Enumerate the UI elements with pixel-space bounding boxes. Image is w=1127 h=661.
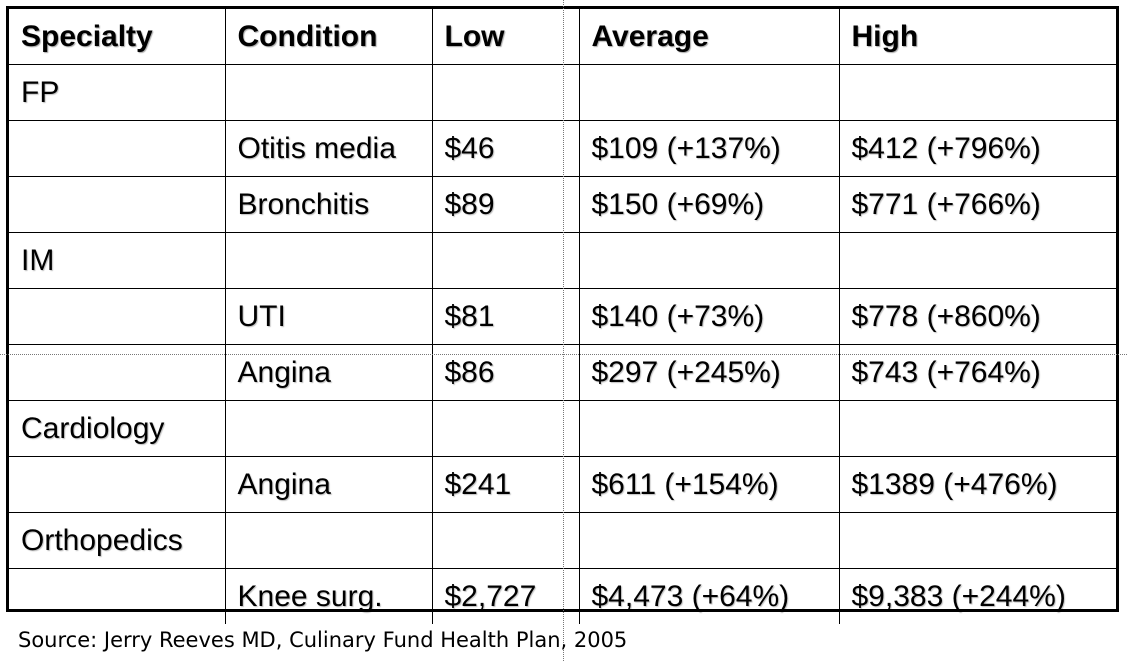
cell-average [578, 512, 840, 569]
cell-average: $109 (+137%) [578, 120, 840, 177]
cell-high [838, 64, 1116, 121]
cell-low: $86 [431, 344, 580, 401]
cell-high [838, 400, 1116, 457]
cell-specialty [9, 288, 226, 345]
cell-condition: Angina [224, 456, 433, 513]
cell-specialty [9, 344, 226, 401]
cell-condition: Knee surg. [224, 568, 433, 624]
cell-specialty [9, 120, 226, 177]
table-row: UTI $81 $140 (+73%) $778 (+860%) [9, 288, 1116, 345]
cell-high: $1389 (+476%) [838, 456, 1116, 513]
cell-average: $140 (+73%) [578, 288, 840, 345]
header-row: Specialty Condition Low Average High [9, 9, 1116, 65]
table-row: Angina $241 $611 (+154%) $1389 (+476%) [9, 456, 1116, 513]
cell-condition [224, 64, 433, 121]
cell-low: $89 [431, 176, 580, 233]
header-low: Low [431, 9, 580, 65]
cell-high [838, 512, 1116, 569]
cell-specialty: Orthopedics [9, 512, 226, 569]
table-row: Cardiology [9, 400, 1116, 457]
cell-specialty [9, 176, 226, 233]
cell-average: $4,473 (+64%) [578, 568, 840, 624]
cell-high: $778 (+860%) [838, 288, 1116, 345]
cell-high: $9,383 (+244%) [838, 568, 1116, 624]
cell-specialty [9, 568, 226, 624]
cell-specialty: IM [9, 232, 226, 289]
cell-low: $241 [431, 456, 580, 513]
cell-high: $771 (+766%) [838, 176, 1116, 233]
cell-average: $611 (+154%) [578, 456, 840, 513]
cell-low [431, 232, 580, 289]
cell-average: $297 (+245%) [578, 344, 840, 401]
cell-condition: Angina [224, 344, 433, 401]
cell-condition [224, 400, 433, 457]
cell-low: $2,727 [431, 568, 580, 624]
cell-average [578, 232, 840, 289]
cell-low: $81 [431, 288, 580, 345]
table-row: Angina $86 $297 (+245%) $743 (+764%) [9, 344, 1116, 401]
table-row: FP [9, 64, 1116, 121]
table-row: Knee surg. $2,727 $4,473 (+64%) $9,383 (… [9, 568, 1116, 624]
vertical-guide-line [563, 0, 564, 661]
cell-condition: Otitis media [224, 120, 433, 177]
horizontal-guide-line [0, 354, 1127, 355]
cell-condition [224, 512, 433, 569]
cell-low [431, 64, 580, 121]
cell-condition [224, 232, 433, 289]
header-average: Average [578, 9, 840, 65]
cell-specialty [9, 456, 226, 513]
source-citation: Source: Jerry Reeves MD, Culinary Fund H… [18, 628, 628, 652]
cell-condition: Bronchitis [224, 176, 433, 233]
table-row: Orthopedics [9, 512, 1116, 569]
cell-low [431, 512, 580, 569]
cost-table-container: Specialty Condition Low Average High FP … [6, 6, 1119, 624]
cell-high [838, 232, 1116, 289]
cell-average: $150 (+69%) [578, 176, 840, 233]
header-specialty: Specialty [9, 9, 226, 65]
header-condition: Condition [224, 9, 433, 65]
cell-specialty: Cardiology [9, 400, 226, 457]
cell-high: $743 (+764%) [838, 344, 1116, 401]
cell-high: $412 (+796%) [838, 120, 1116, 177]
cell-low [431, 400, 580, 457]
cell-low: $46 [431, 120, 580, 177]
cell-condition: UTI [224, 288, 433, 345]
cell-average [578, 400, 840, 457]
table-row: Otitis media $46 $109 (+137%) $412 (+796… [9, 120, 1116, 177]
cell-average [578, 64, 840, 121]
header-high: High [838, 9, 1116, 65]
cell-specialty: FP [9, 64, 226, 121]
cost-table: Specialty Condition Low Average High FP … [9, 9, 1116, 624]
